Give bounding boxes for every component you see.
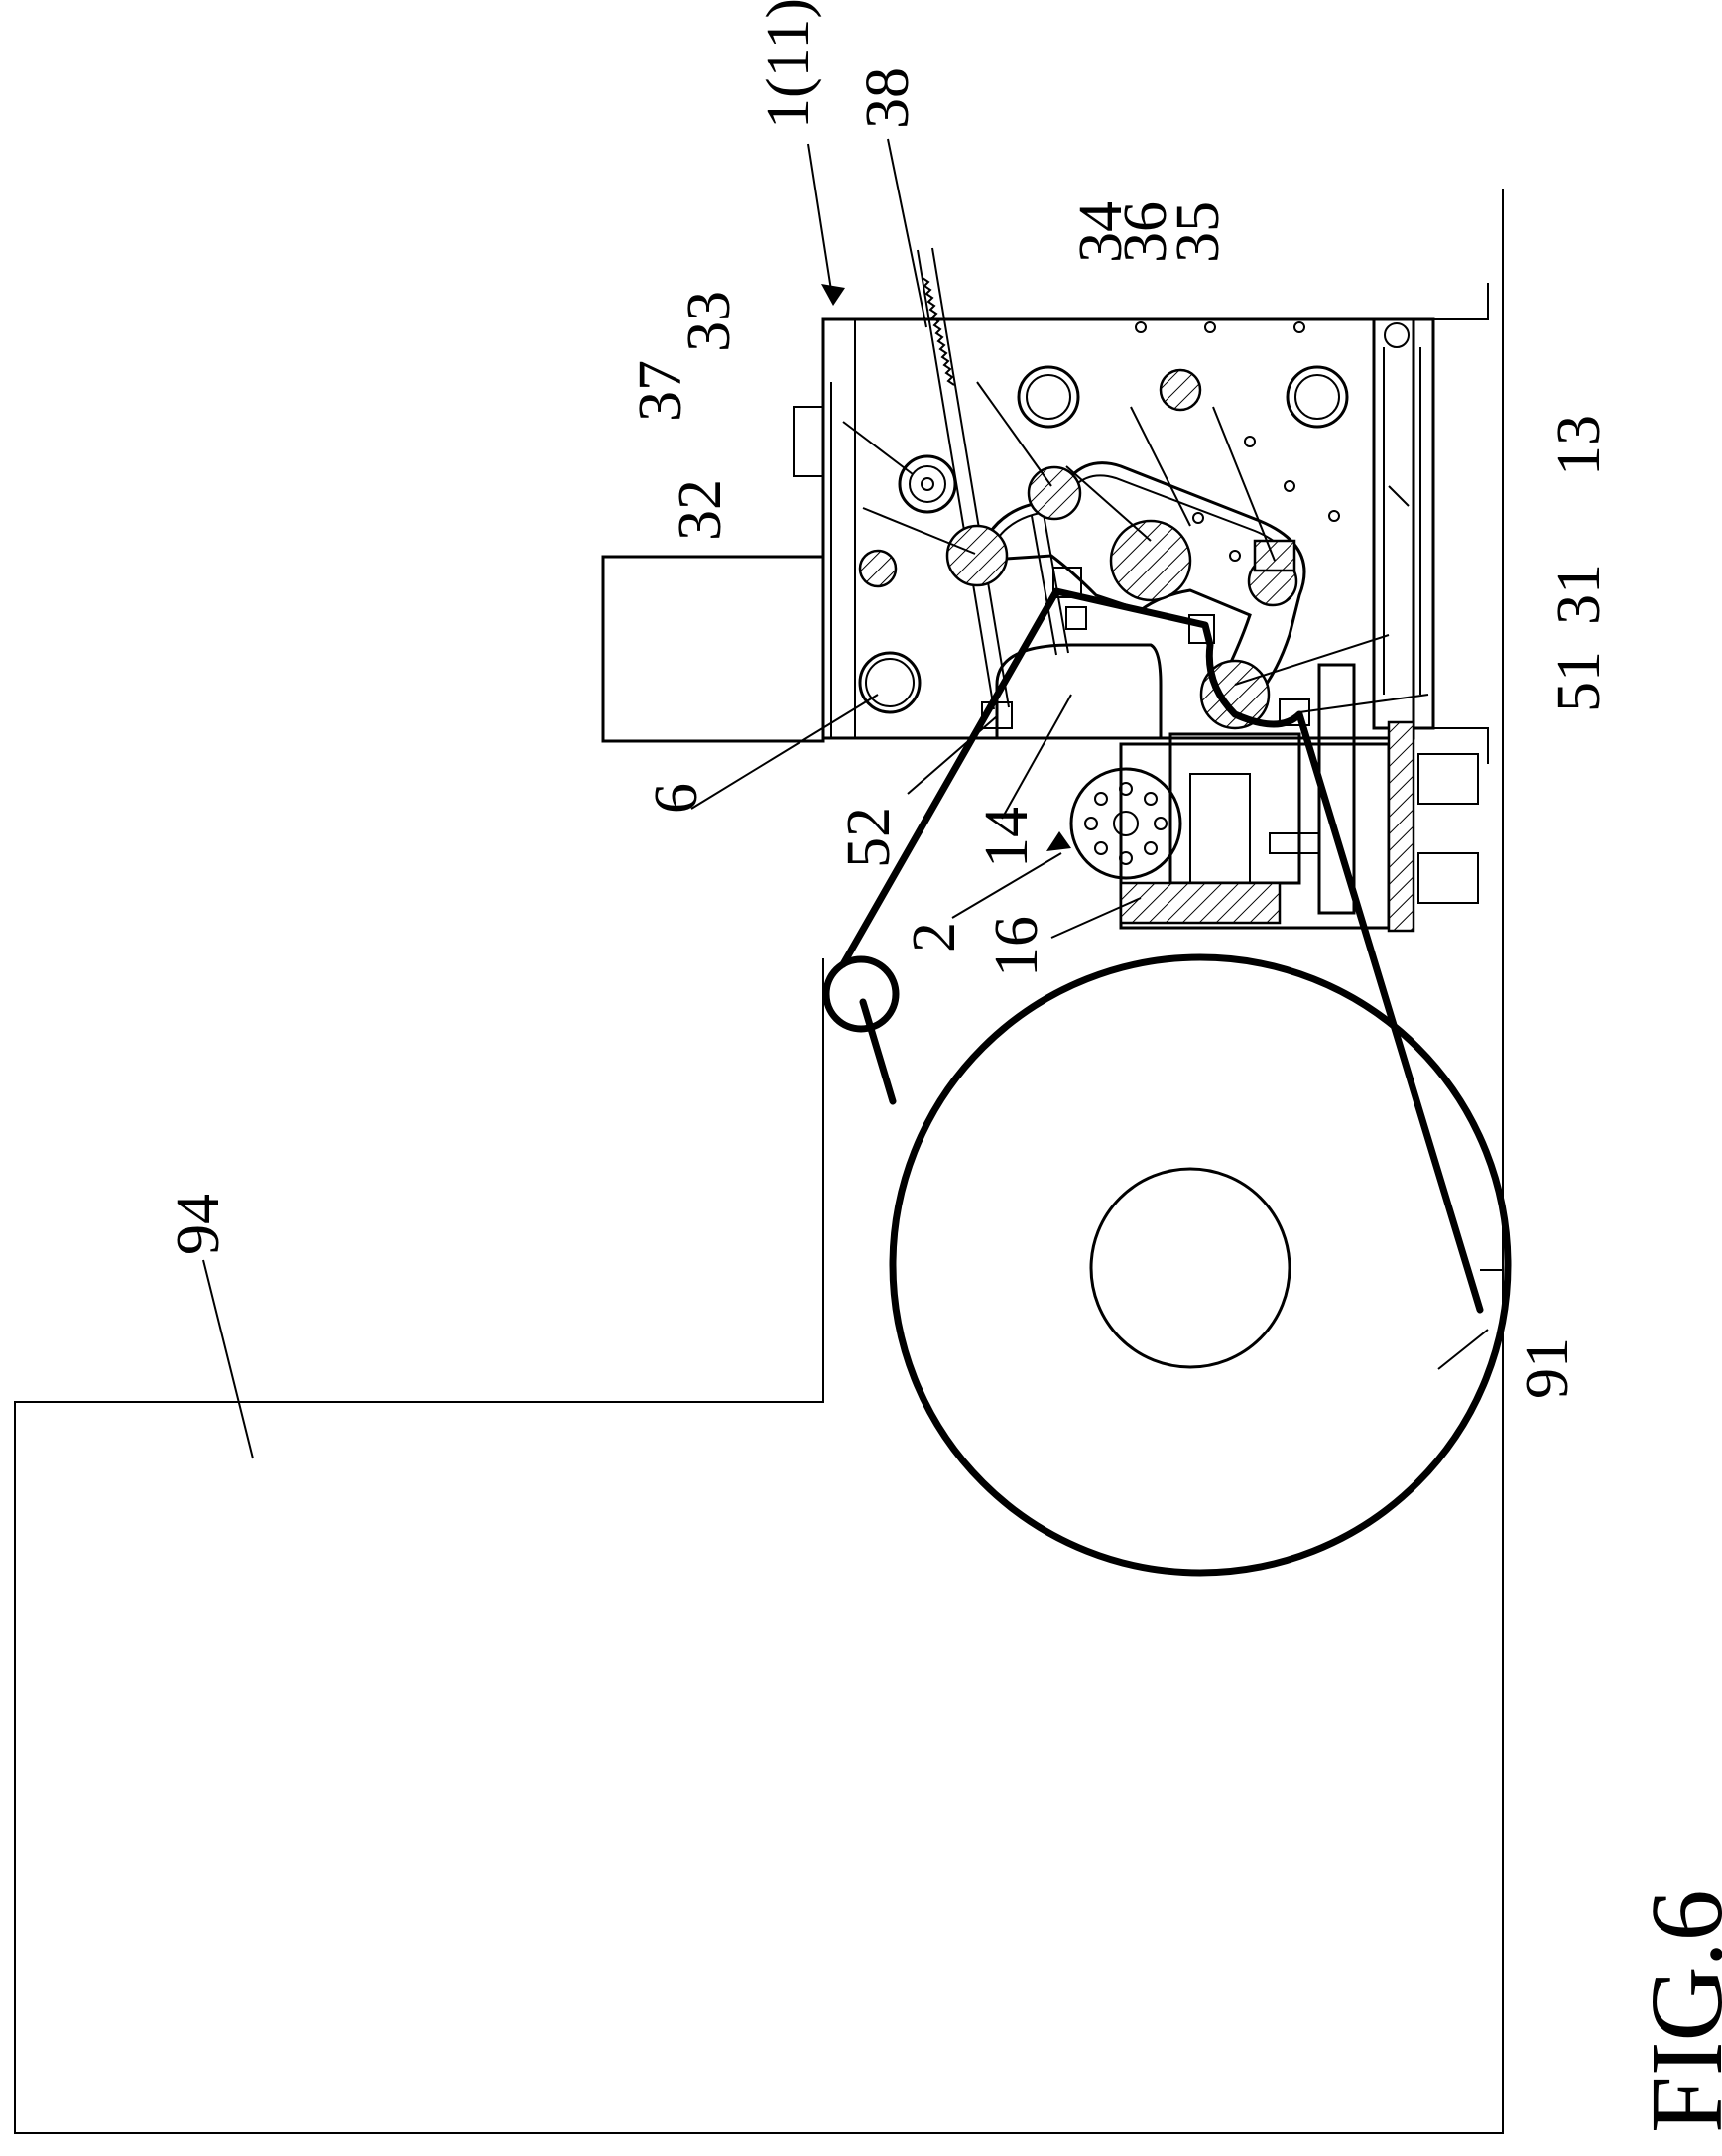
label-37: 37: [627, 360, 694, 422]
label-31: 31: [1545, 564, 1613, 625]
idler-roller: [826, 959, 896, 1029]
label-2: 2: [901, 922, 968, 952]
label-35: 35: [1165, 201, 1232, 263]
label-1-11: 1(11): [755, 0, 822, 129]
label-91: 91: [1514, 1337, 1581, 1399]
gear-37: [900, 456, 955, 512]
arrow-2: [1046, 831, 1071, 851]
label-33: 33: [676, 291, 743, 352]
label-13: 13: [1545, 415, 1613, 476]
label-6: 6: [643, 783, 710, 814]
material-roll-91: [893, 957, 1508, 1573]
frame-rollers: [860, 322, 1347, 712]
label-38: 38: [854, 67, 922, 129]
housing-outline: [15, 189, 1503, 2133]
figure-title: FIG.6: [1630, 1889, 1722, 2133]
arrow-1-11: [821, 284, 845, 306]
label-16: 16: [983, 916, 1050, 977]
label-14: 14: [973, 807, 1041, 868]
cylinder-2: [1071, 769, 1180, 878]
label-94: 94: [165, 1194, 232, 1255]
label-32: 32: [667, 479, 734, 541]
label-52: 52: [835, 807, 903, 868]
label-51: 51: [1545, 651, 1613, 712]
leader-lines: [203, 139, 1488, 1458]
